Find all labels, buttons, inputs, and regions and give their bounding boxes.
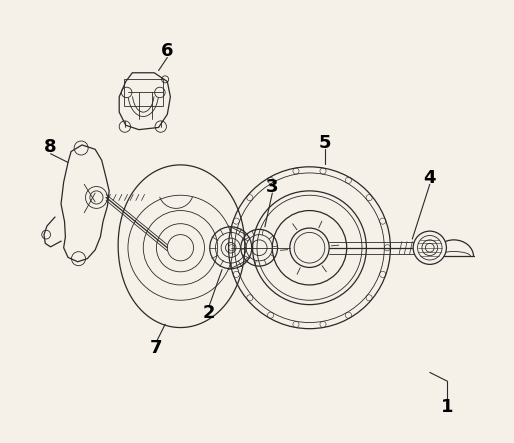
Text: 4: 4	[424, 169, 436, 187]
Text: 2: 2	[203, 304, 215, 323]
Text: 7: 7	[150, 339, 162, 358]
Circle shape	[413, 231, 447, 264]
Text: 5: 5	[319, 134, 331, 152]
Text: 3: 3	[266, 178, 279, 195]
Text: 1: 1	[441, 398, 453, 416]
Text: 8: 8	[44, 138, 57, 156]
Text: 6: 6	[161, 42, 174, 60]
